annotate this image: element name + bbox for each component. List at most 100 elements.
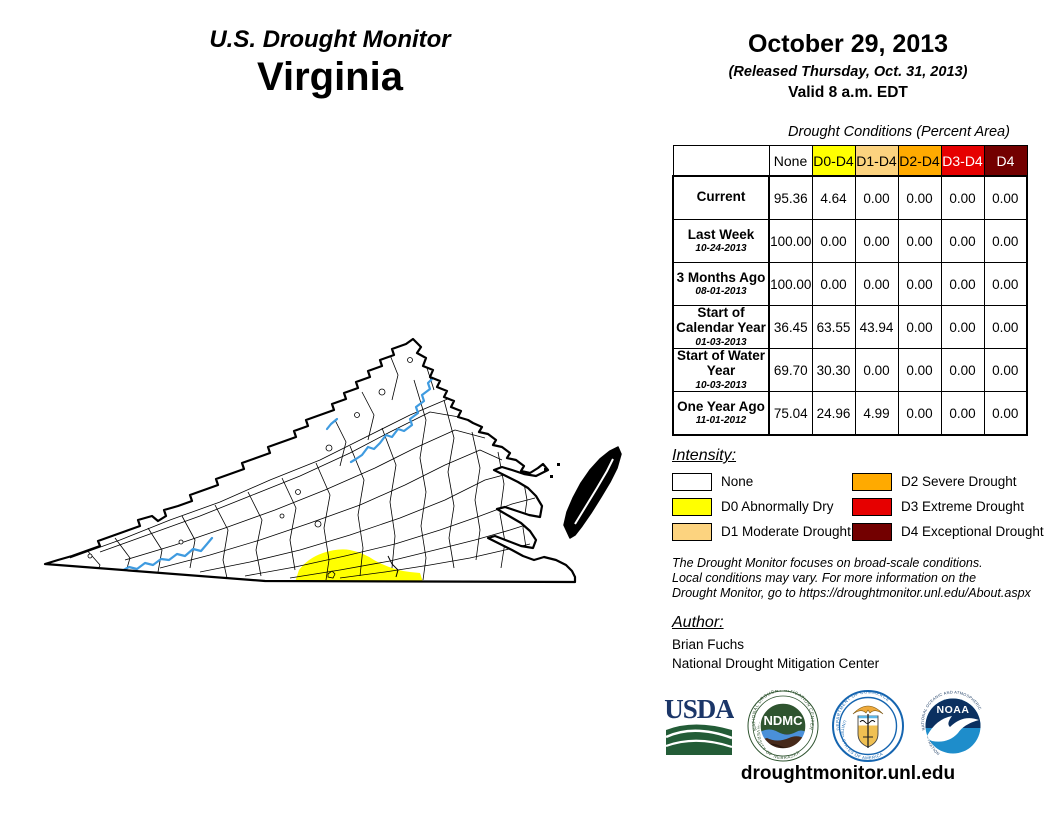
table-cell: 0.00 [811,219,856,263]
table-cell: 0.00 [983,175,1028,220]
row-label: 3 Months Ago 08-01-2013 [672,262,770,306]
valid-time: Valid 8 a.m. EDT [788,84,908,101]
table-corner-cell [672,145,770,177]
col-header-d0d4: D0-D4 [811,145,856,177]
table-cell: 0.00 [811,262,856,306]
author-organization: National Drought Mitigation Center [672,656,880,671]
author-name: Brian Fuchs [672,637,745,652]
table-cell: 100.00 [768,262,813,306]
row-label: Current [672,175,770,220]
svg-text:USDA: USDA [664,694,734,724]
table-cell: 0.00 [983,262,1028,306]
legend-item-none: None [672,469,851,494]
website-url: droughtmonitor.unl.edu [740,763,956,784]
table-cell: 75.04 [768,391,813,436]
row-label: One Year Ago 11-01-2012 [672,391,770,436]
legend-item-d1: D1 Moderate Drought [672,519,851,544]
drought-conditions-table: None D0-D4 D1-D4 D2-D4 D3-D4 D4 Current … [672,145,1028,436]
table-cell: 0.00 [940,175,985,220]
city-outlines [87,357,413,579]
legend-item-d3: D3 Extreme Drought [852,494,1044,519]
row-label: Start of Calendar Year 01-03-2013 [672,305,770,349]
d4-swatch [852,522,892,541]
intensity-heading: Intensity: [672,447,737,464]
ndmc-logo: NATIONAL DROUGHT MITIGATION CENTER UNIVE… [747,688,819,767]
legend-column-left: None D0 Abnormally Dry D1 Moderate Droug… [672,469,851,544]
table-cell: 0.00 [854,348,899,392]
table-cell: 0.00 [940,305,985,349]
col-header-none: None [768,145,813,177]
table-cell: 0.00 [983,219,1028,263]
released-date: (Released Thursday, Oct. 31, 2013) [728,64,968,80]
river-spur [325,417,339,431]
table-cell: 4.64 [811,175,856,220]
region-title: Virginia [257,55,403,99]
table-cell: 0.00 [897,175,942,220]
agency-logos: USDA NATIONAL DROUGHT MITIGATION CENTER … [664,688,989,767]
d2-swatch [852,472,892,491]
date-block: October 29, 2013 (Released Thursday, Oct… [666,30,1030,102]
table-cell: 0.00 [940,262,985,306]
noaa-logo: NATIONAL OCEANIC AND ATMOSPHERIC ADMINIS… [917,689,989,767]
table-cell: 100.00 [768,219,813,263]
disclaimer-text: The Drought Monitor focuses on broad-sca… [672,556,1031,600]
table-row: 3 Months Ago 08-01-2013 100.00 0.00 0.00 … [672,262,1028,306]
table-cell: 0.00 [983,348,1028,392]
table-cell: 0.00 [854,219,899,263]
table-cell: 24.96 [811,391,856,436]
col-header-d2d4: D2-D4 [897,145,942,177]
table-cell: 36.45 [768,305,813,349]
virginia-drought-map [43,337,622,584]
table-cell: 0.00 [940,391,985,436]
table-cell: 30.30 [811,348,856,392]
title-block: U.S. Drought Monitor Virginia [100,26,560,98]
author-heading: Author: [672,614,724,631]
svg-text:NDMC: NDMC [764,713,804,728]
table-cell: 63.55 [811,305,856,349]
table-cell: 0.00 [897,305,942,349]
table-row: Last Week 10-24-2013 100.00 0.00 0.00 0.0… [672,219,1028,263]
table-caption: Drought Conditions (Percent Area) [788,124,1010,140]
report-title: U.S. Drought Monitor [209,26,451,53]
table-cell: 0.00 [854,262,899,306]
row-label: Start of Water Year 10-03-2013 [672,348,770,392]
table-cell: 95.36 [768,175,813,220]
report-date: October 29, 2013 [747,30,949,58]
legend-item-d0: D0 Abnormally Dry [672,494,851,519]
table-row: One Year Ago 11-01-2012 75.04 24.96 4.99 … [672,391,1028,436]
col-header-d1d4: D1-D4 [854,145,899,177]
none-swatch [672,472,712,491]
table-cell: 0.00 [940,219,985,263]
table-cell: 0.00 [983,391,1028,436]
d1-swatch [672,522,712,541]
table-cell: 0.00 [897,391,942,436]
table-cell: 0.00 [897,348,942,392]
table-cell: 4.99 [854,391,899,436]
col-header-d4: D4 [983,145,1028,177]
commerce-seal-logo: DEPARTMENT OF COMMERCE UNITED STATES OF … [832,689,904,767]
table-cell: 0.00 [940,348,985,392]
table-row: Start of Water Year 10-03-2013 69.70 30.3… [672,348,1028,392]
table-cell: 0.00 [854,175,899,220]
legend-column-right: D2 Severe Drought D3 Extreme Drought D4 … [852,469,1044,544]
clinch-river [118,536,214,574]
state-fill [45,339,575,582]
row-label: Last Week 10-24-2013 [672,219,770,263]
usda-logo: USDA [664,693,736,764]
col-header-d3d4: D3-D4 [940,145,985,177]
d0-swatch [672,497,712,516]
table-row: Current 95.36 4.64 0.00 0.00 0.00 0.00 [672,175,1028,220]
state-outline [43,337,577,584]
shenandoah-river [349,375,436,464]
eastern-shore [544,446,622,539]
d3-swatch [852,497,892,516]
table-cell: 43.94 [854,305,899,349]
table-cell: 0.00 [983,305,1028,349]
legend-item-d4: D4 Exceptional Drought [852,519,1044,544]
table-header-row: None D0-D4 D1-D4 D2-D4 D3-D4 D4 [672,145,1028,177]
table-cell: 69.70 [768,348,813,392]
table-row: Start of Calendar Year 01-03-2013 36.45 6… [672,305,1028,349]
table-cell: 0.00 [897,262,942,306]
table-cell: 0.00 [897,219,942,263]
